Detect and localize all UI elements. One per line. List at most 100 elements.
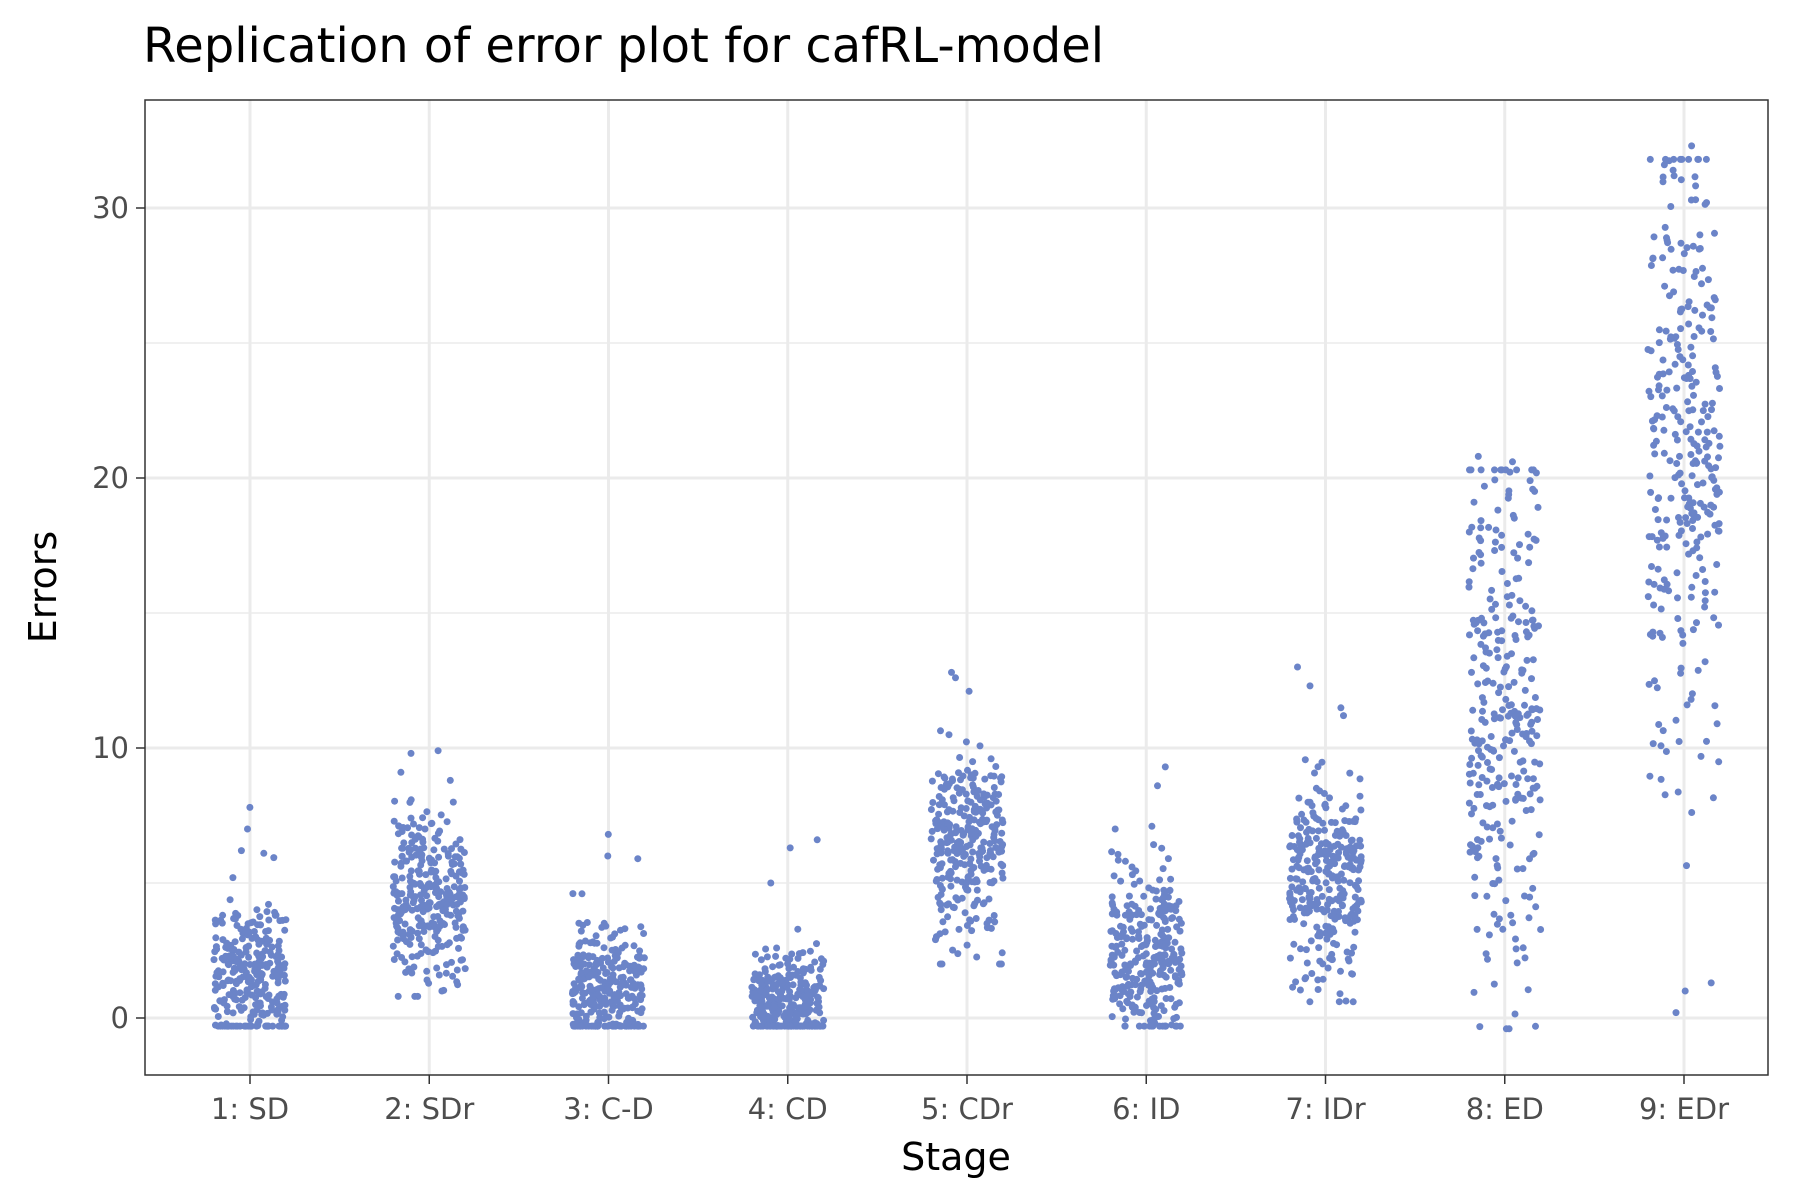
data-point xyxy=(417,941,425,949)
data-point xyxy=(1481,718,1489,726)
data-point xyxy=(231,995,239,1003)
data-point xyxy=(938,874,946,882)
data-point xyxy=(992,763,1000,770)
data-point xyxy=(1313,905,1321,913)
data-point xyxy=(1159,1022,1167,1030)
data-point xyxy=(240,965,248,973)
data-point xyxy=(1665,368,1673,376)
data-point xyxy=(1514,554,1522,562)
data-point xyxy=(1502,466,1510,474)
data-point xyxy=(615,1012,623,1020)
data-point xyxy=(1657,775,1665,783)
data-point xyxy=(1515,618,1522,626)
data-point xyxy=(1533,732,1541,740)
data-point xyxy=(1495,915,1503,923)
data-point xyxy=(389,942,397,950)
data-point xyxy=(767,879,775,887)
data-point xyxy=(1535,622,1542,630)
data-point xyxy=(1319,960,1327,968)
data-points xyxy=(210,142,1724,1033)
data-point xyxy=(1128,927,1136,935)
data-point xyxy=(1710,427,1718,435)
data-point xyxy=(1467,727,1475,735)
data-point xyxy=(255,940,263,948)
data-point xyxy=(250,928,258,935)
data-point xyxy=(1704,453,1711,461)
data-point xyxy=(446,776,454,784)
data-point xyxy=(992,797,1000,805)
data-point xyxy=(417,917,425,925)
data-point xyxy=(1655,543,1663,551)
data-point xyxy=(1503,652,1511,660)
data-point xyxy=(1346,769,1354,777)
data-point xyxy=(393,922,401,930)
data-point xyxy=(456,877,463,885)
data-point xyxy=(1325,886,1333,894)
data-point xyxy=(980,838,988,846)
data-point xyxy=(792,971,800,979)
data-point xyxy=(1337,843,1345,851)
data-point xyxy=(637,1009,645,1017)
data-point xyxy=(442,969,450,977)
data-point xyxy=(1356,775,1364,783)
data-point xyxy=(1535,831,1543,839)
data-point xyxy=(1522,602,1530,610)
data-point xyxy=(420,923,428,931)
data-point xyxy=(1495,754,1503,762)
data-point xyxy=(1529,775,1537,783)
data-point xyxy=(1477,524,1485,532)
data-point xyxy=(1357,856,1365,864)
data-point xyxy=(1683,520,1691,527)
data-point xyxy=(1128,900,1136,908)
data-point xyxy=(1351,893,1359,901)
data-point xyxy=(1699,407,1707,415)
data-point xyxy=(1701,658,1709,666)
data-point xyxy=(988,879,996,887)
data-point xyxy=(1175,977,1183,984)
data-point xyxy=(1685,320,1693,328)
data-point xyxy=(965,818,973,826)
data-point xyxy=(444,852,452,860)
data-point xyxy=(1470,620,1478,628)
data-point xyxy=(1681,987,1689,995)
data-point xyxy=(946,821,954,828)
data-point xyxy=(1697,533,1705,541)
data-point xyxy=(1348,845,1356,853)
data-point xyxy=(1648,563,1655,570)
data-point xyxy=(1701,400,1709,408)
data-point xyxy=(1537,926,1545,933)
data-point xyxy=(1710,503,1718,511)
data-point xyxy=(219,936,227,944)
data-point xyxy=(1158,926,1166,934)
data-point xyxy=(1136,920,1144,928)
data-point xyxy=(1153,921,1161,929)
data-point xyxy=(769,963,777,971)
data-point xyxy=(1677,239,1685,247)
data-point xyxy=(1497,714,1504,722)
data-point xyxy=(396,910,404,918)
data-point xyxy=(1657,742,1665,750)
data-point xyxy=(273,999,281,1007)
data-point xyxy=(940,826,948,834)
data-point xyxy=(231,967,239,975)
data-point xyxy=(423,967,431,975)
data-point xyxy=(1161,942,1169,950)
data-point xyxy=(965,687,973,695)
data-point xyxy=(937,841,945,849)
data-point xyxy=(225,991,233,999)
data-point xyxy=(1320,790,1328,797)
data-point xyxy=(1516,597,1524,605)
data-point xyxy=(1672,1009,1680,1017)
data-point xyxy=(1106,961,1114,969)
data-point xyxy=(1659,370,1667,378)
data-point xyxy=(1307,937,1315,945)
data-point xyxy=(998,773,1006,781)
data-point xyxy=(1708,473,1716,481)
data-point xyxy=(982,818,990,826)
data-point xyxy=(1490,910,1498,918)
data-point xyxy=(769,1022,777,1030)
data-point xyxy=(401,958,409,966)
data-point xyxy=(1701,578,1709,585)
data-point xyxy=(575,1003,583,1011)
data-point xyxy=(407,877,414,885)
